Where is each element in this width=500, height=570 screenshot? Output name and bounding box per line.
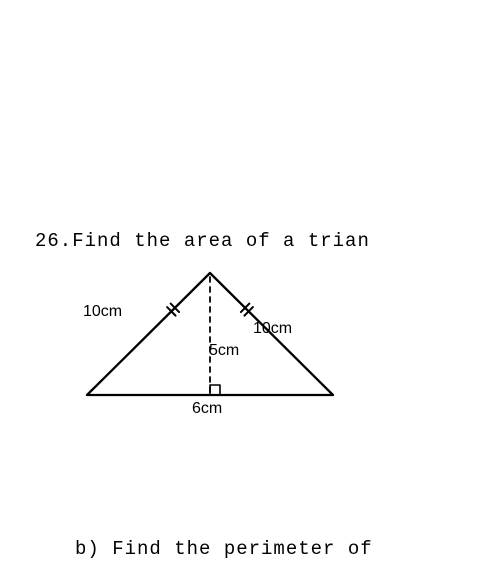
label-left-side: 10cm bbox=[83, 303, 122, 321]
bottom-fragment: b) Find the perimeter of bbox=[75, 538, 373, 560]
label-base: 6cm bbox=[192, 400, 222, 418]
question-number: 26. bbox=[35, 230, 72, 252]
bottom-fragment-text: b) Find the perimeter of bbox=[75, 538, 373, 560]
triangle-diagram: 10cm 10cm 5cm 6cm bbox=[55, 265, 365, 435]
label-right-side: 10cm bbox=[253, 320, 292, 338]
question-26: 26.Find the area of a trian bbox=[35, 230, 370, 252]
label-altitude: 5cm bbox=[209, 342, 239, 360]
question-text: Find the area of a trian bbox=[72, 230, 370, 252]
